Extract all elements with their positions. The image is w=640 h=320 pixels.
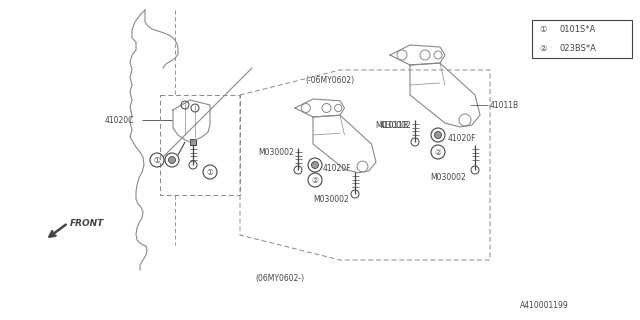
Text: 41011B: 41011B <box>380 121 409 130</box>
Text: 41011B: 41011B <box>490 100 519 109</box>
Text: M030002: M030002 <box>430 172 466 181</box>
Text: M030002: M030002 <box>375 121 411 130</box>
Circle shape <box>435 132 442 139</box>
Circle shape <box>312 162 319 169</box>
Text: 41020C: 41020C <box>105 116 134 124</box>
Bar <box>190 139 196 145</box>
Text: 41020F: 41020F <box>448 133 477 142</box>
Text: 0101S*A: 0101S*A <box>560 25 596 34</box>
Text: ②: ② <box>435 148 442 156</box>
Text: ②: ② <box>312 175 319 185</box>
Text: FRONT: FRONT <box>70 220 104 228</box>
Text: M030002: M030002 <box>258 148 294 156</box>
Text: ①: ① <box>207 167 213 177</box>
Text: ①: ① <box>540 25 547 34</box>
Text: 41020F: 41020F <box>323 164 351 172</box>
Text: (06MY0602-): (06MY0602-) <box>255 274 304 283</box>
Bar <box>532 20 632 58</box>
Text: ①: ① <box>154 156 161 164</box>
Text: 023BS*A: 023BS*A <box>560 44 597 53</box>
Text: A410001199: A410001199 <box>520 300 569 309</box>
Text: (-06MY0602): (-06MY0602) <box>305 76 354 84</box>
Text: ②: ② <box>540 44 547 53</box>
Circle shape <box>168 156 175 164</box>
Text: M030002: M030002 <box>313 196 349 204</box>
